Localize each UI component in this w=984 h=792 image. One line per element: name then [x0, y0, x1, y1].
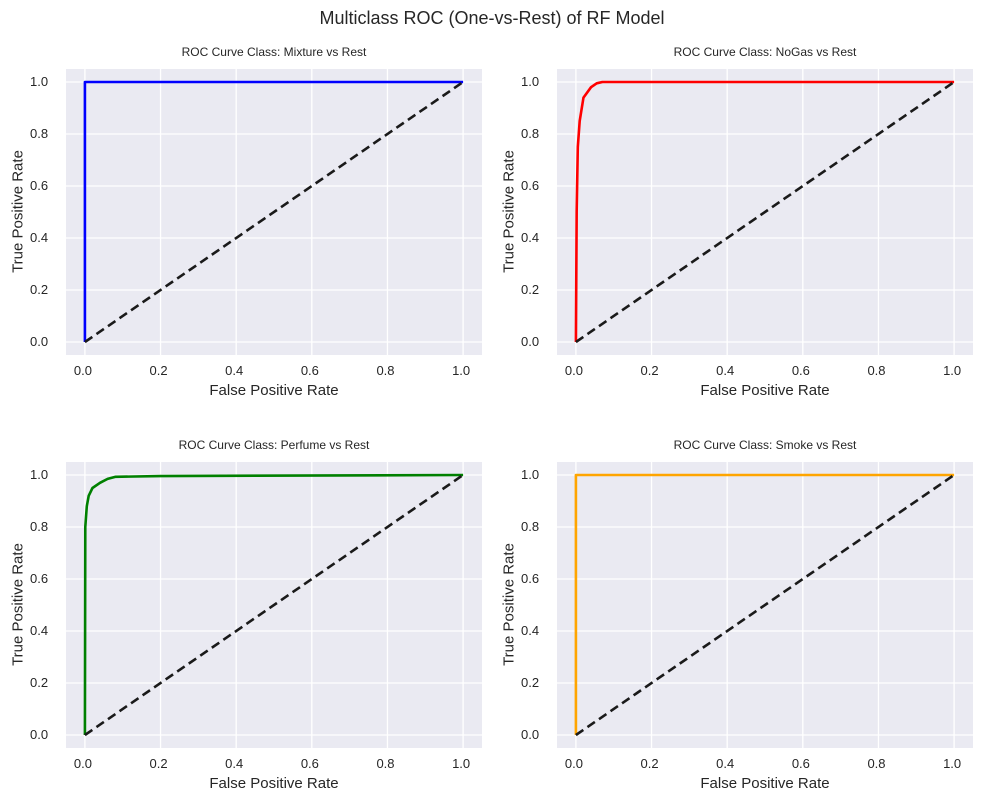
x-tick-label: 1.0 — [943, 363, 962, 378]
chance-line — [575, 473, 955, 737]
roc-panel-mixture: ROC Curve Class: Mixture vs Rest 0.0 0.2 0.… — [0, 0, 490, 399]
y-tick-label: 1.0 — [521, 467, 540, 482]
y-tick-label: 0.4 — [521, 623, 540, 638]
chance-line — [575, 80, 955, 344]
roc-curve — [83, 80, 464, 342]
y-tick-label: 0.2 — [521, 282, 540, 297]
roc-panel-perfume: ROC Curve Class: Perfume vs Rest 0.0 0.2 0.… — [0, 393, 490, 792]
y-tick-label: 0.0 — [521, 727, 540, 742]
y-tick-label: 0.2 — [30, 675, 49, 690]
x-tick-label: 0.8 — [376, 756, 395, 771]
x-tick-label: 0.4 — [225, 363, 244, 378]
x-tick-label: 0.2 — [640, 363, 659, 378]
x-tick-label: 0.0 — [564, 756, 583, 771]
x-tick-label: 0.4 — [225, 756, 244, 771]
chance-line — [84, 473, 464, 737]
x-tick-label: 1.0 — [452, 756, 471, 771]
x-axis-label: False Positive Rate — [209, 382, 339, 399]
plot-area — [66, 69, 482, 355]
y-tick-label: 0.8 — [521, 519, 540, 534]
y-axis-label: True Positive Rate — [9, 543, 27, 666]
plot-area — [557, 462, 973, 748]
x-tick-label: 0.6 — [300, 363, 319, 378]
y-tick-label: 0.4 — [521, 230, 540, 245]
subplot-title: ROC Curve Class: Smoke vs Rest — [673, 438, 857, 452]
roc-curve — [574, 473, 955, 735]
y-tick-label: 0.4 — [30, 623, 49, 638]
y-tick-label: 0.0 — [30, 334, 49, 349]
subplot-title: ROC Curve Class: Mixture vs Rest — [181, 45, 367, 59]
plot-area — [66, 462, 482, 748]
x-tick-label: 0.2 — [149, 363, 168, 378]
x-tick-label: 0.2 — [640, 756, 659, 771]
y-axis-label: True Positive Rate — [500, 150, 518, 273]
y-tick-label: 0.8 — [521, 126, 540, 141]
x-tick-label: 0.8 — [376, 363, 395, 378]
y-tick-label: 0.6 — [521, 571, 540, 586]
x-axis-label: False Positive Rate — [700, 775, 830, 792]
y-axis-label: True Positive Rate — [500, 543, 518, 666]
x-axis-label: False Positive Rate — [209, 775, 339, 792]
roc-curve — [574, 80, 955, 343]
y-tick-label: 0.0 — [30, 727, 49, 742]
x-tick-label: 0.8 — [867, 756, 886, 771]
x-tick-label: 1.0 — [452, 363, 471, 378]
y-tick-label: 0.6 — [30, 178, 49, 193]
x-tick-label: 0.6 — [300, 756, 319, 771]
x-tick-label: 0.0 — [73, 363, 92, 378]
y-tick-label: 0.2 — [30, 282, 49, 297]
plot-area — [557, 69, 973, 355]
y-tick-label: 0.8 — [30, 126, 49, 141]
subplot-title: ROC Curve Class: Perfume vs Rest — [178, 438, 370, 452]
x-tick-label: 0.0 — [73, 756, 92, 771]
chance-line — [84, 80, 464, 344]
y-tick-label: 0.8 — [30, 519, 49, 534]
y-axis-label: True Positive Rate — [9, 150, 27, 273]
figure-title: Multiclass ROC (One-vs-Rest) of RF Model — [319, 8, 665, 28]
x-axis-label: False Positive Rate — [700, 382, 830, 399]
x-tick-label: 1.0 — [943, 756, 962, 771]
x-tick-label: 0.4 — [716, 756, 735, 771]
subplot-title: ROC Curve Class: NoGas vs Rest — [673, 45, 857, 59]
roc-panel-nogas: ROC Curve Class: NoGas vs Rest 0.0 0.2 0.4 0… — [491, 0, 981, 399]
y-tick-label: 1.0 — [30, 74, 49, 89]
y-tick-label: 0.4 — [30, 230, 49, 245]
y-tick-label: 1.0 — [30, 467, 49, 482]
y-tick-label: 0.6 — [30, 571, 49, 586]
y-tick-label: 1.0 — [521, 74, 540, 89]
y-tick-label: 0.0 — [521, 334, 540, 349]
y-tick-label: 0.2 — [521, 675, 540, 690]
x-tick-label: 0.8 — [867, 363, 886, 378]
y-tick-label: 0.6 — [521, 178, 540, 193]
roc-curve — [83, 473, 464, 736]
x-tick-label: 0.6 — [791, 756, 810, 771]
x-tick-label: 0.6 — [791, 363, 810, 378]
x-tick-label: 0.2 — [149, 756, 168, 771]
x-tick-label: 0.4 — [716, 363, 735, 378]
roc-panel-smoke: ROC Curve Class: Smoke vs Rest 0.0 0.2 0.4 0… — [491, 393, 981, 792]
x-tick-label: 0.0 — [564, 363, 583, 378]
